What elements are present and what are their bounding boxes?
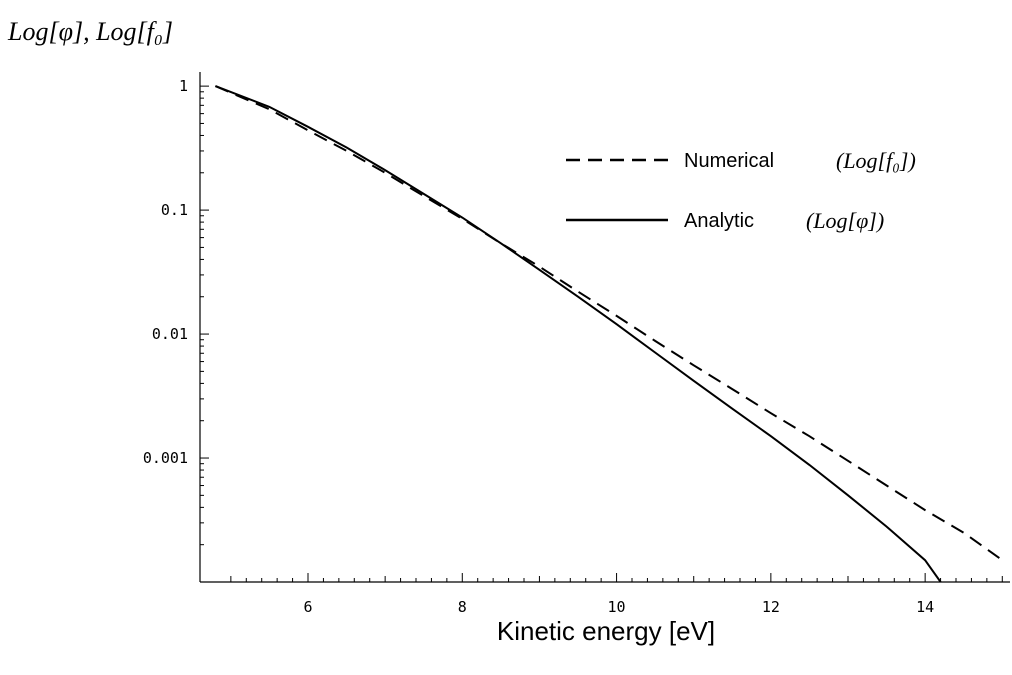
y-tick-label: 0.1 bbox=[161, 201, 188, 219]
x-tick-label: 8 bbox=[458, 598, 467, 616]
x-tick-label: 10 bbox=[608, 598, 626, 616]
legend-label-numerical: Numerical bbox=[684, 150, 774, 172]
x-tick-label: 14 bbox=[916, 598, 934, 616]
y-tick-label: 0.001 bbox=[143, 449, 188, 467]
legend-math-analytic: (Log[φ]) bbox=[806, 208, 884, 233]
legend-math-numerical: (Log[f₀]) bbox=[836, 148, 916, 173]
y-axis-label: Log[φ], Log[f₀] bbox=[7, 17, 173, 46]
x-tick-label: 6 bbox=[303, 598, 312, 616]
x-axis-label: Kinetic energy [eV] bbox=[497, 616, 715, 646]
x-tick-label: 12 bbox=[762, 598, 780, 616]
y-tick-label: 0.01 bbox=[152, 325, 188, 343]
legend-label-analytic: Analytic bbox=[684, 210, 754, 232]
legend: Numerical (Log[f₀]) Analytic (Log[φ]) bbox=[566, 148, 916, 233]
y-tick-label: 1 bbox=[179, 77, 188, 95]
